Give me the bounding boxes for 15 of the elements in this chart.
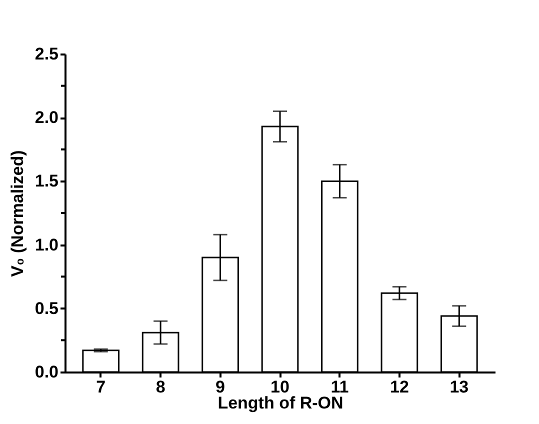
y-tick-label: 2.0 (34, 108, 58, 128)
y-axis-title: V₀ (Normalized) (8, 150, 27, 277)
x-axis-title: Length of R-ON (218, 394, 344, 412)
y-tick-label: 0.0 (34, 362, 58, 382)
y-tick-label: 1.5 (34, 172, 58, 191)
x-tick-label: 10 (270, 378, 290, 396)
x-tick-label: 13 (450, 378, 469, 396)
y-tick-label: 2.5 (34, 44, 58, 64)
x-tick-label: 12 (390, 378, 409, 396)
y-tick-label: 0.5 (34, 298, 58, 318)
y-tick-label: 1.0 (34, 235, 58, 254)
x-tick-label: 8 (156, 378, 166, 396)
x-tick-label: 7 (96, 378, 106, 396)
x-tick-label: 9 (216, 378, 226, 396)
x-tick-label: 11 (330, 378, 349, 396)
